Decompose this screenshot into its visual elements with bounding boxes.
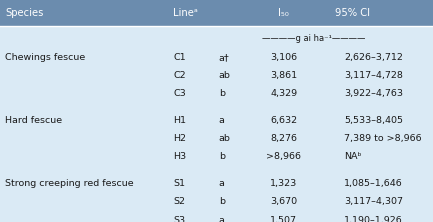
Text: H3: H3 bbox=[173, 153, 186, 161]
Text: b: b bbox=[219, 89, 225, 98]
Text: 8,276: 8,276 bbox=[270, 134, 297, 143]
Text: NAᵇ: NAᵇ bbox=[344, 153, 362, 161]
Text: C2: C2 bbox=[173, 71, 186, 80]
Text: S3: S3 bbox=[173, 216, 185, 222]
Text: Species: Species bbox=[5, 8, 44, 18]
Text: C1: C1 bbox=[173, 53, 186, 62]
Text: a: a bbox=[219, 216, 225, 222]
Text: b: b bbox=[219, 153, 225, 161]
Text: >8,966: >8,966 bbox=[266, 153, 301, 161]
Text: ab: ab bbox=[219, 134, 230, 143]
Text: H1: H1 bbox=[173, 116, 186, 125]
Text: 95% CI: 95% CI bbox=[336, 8, 370, 18]
Text: C3: C3 bbox=[173, 89, 186, 98]
Text: 2,626–3,712: 2,626–3,712 bbox=[344, 53, 403, 62]
Text: 3,670: 3,670 bbox=[270, 197, 297, 206]
Text: 5,533–8,405: 5,533–8,405 bbox=[344, 116, 403, 125]
Text: ab: ab bbox=[219, 71, 230, 80]
Text: Chewings fescue: Chewings fescue bbox=[5, 53, 85, 62]
Text: Hard fescue: Hard fescue bbox=[5, 116, 62, 125]
Text: 1,323: 1,323 bbox=[270, 179, 297, 188]
Text: S1: S1 bbox=[173, 179, 185, 188]
Text: 6,632: 6,632 bbox=[270, 116, 297, 125]
Text: a: a bbox=[219, 116, 225, 125]
Text: 1,190–1,926: 1,190–1,926 bbox=[344, 216, 403, 222]
Text: b: b bbox=[219, 197, 225, 206]
Text: S2: S2 bbox=[173, 197, 185, 206]
Text: 7,389 to >8,966: 7,389 to >8,966 bbox=[344, 134, 422, 143]
Text: Strong creeping red fescue: Strong creeping red fescue bbox=[5, 179, 134, 188]
Text: 4,329: 4,329 bbox=[270, 89, 297, 98]
Text: I₅₀: I₅₀ bbox=[278, 8, 289, 18]
Text: ————g ai ha⁻¹————: ————g ai ha⁻¹———— bbox=[262, 34, 365, 43]
Text: a†: a† bbox=[219, 53, 229, 62]
FancyBboxPatch shape bbox=[0, 0, 433, 26]
Text: 3,117–4,728: 3,117–4,728 bbox=[344, 71, 403, 80]
Text: 3,861: 3,861 bbox=[270, 71, 297, 80]
Text: 1,507: 1,507 bbox=[270, 216, 297, 222]
Text: 3,106: 3,106 bbox=[270, 53, 297, 62]
Text: Lineᵃ: Lineᵃ bbox=[173, 8, 198, 18]
Text: H2: H2 bbox=[173, 134, 186, 143]
Text: 3,922–4,763: 3,922–4,763 bbox=[344, 89, 403, 98]
Text: a: a bbox=[219, 179, 225, 188]
Text: 3,117–4,307: 3,117–4,307 bbox=[344, 197, 403, 206]
Text: 1,085–1,646: 1,085–1,646 bbox=[344, 179, 403, 188]
